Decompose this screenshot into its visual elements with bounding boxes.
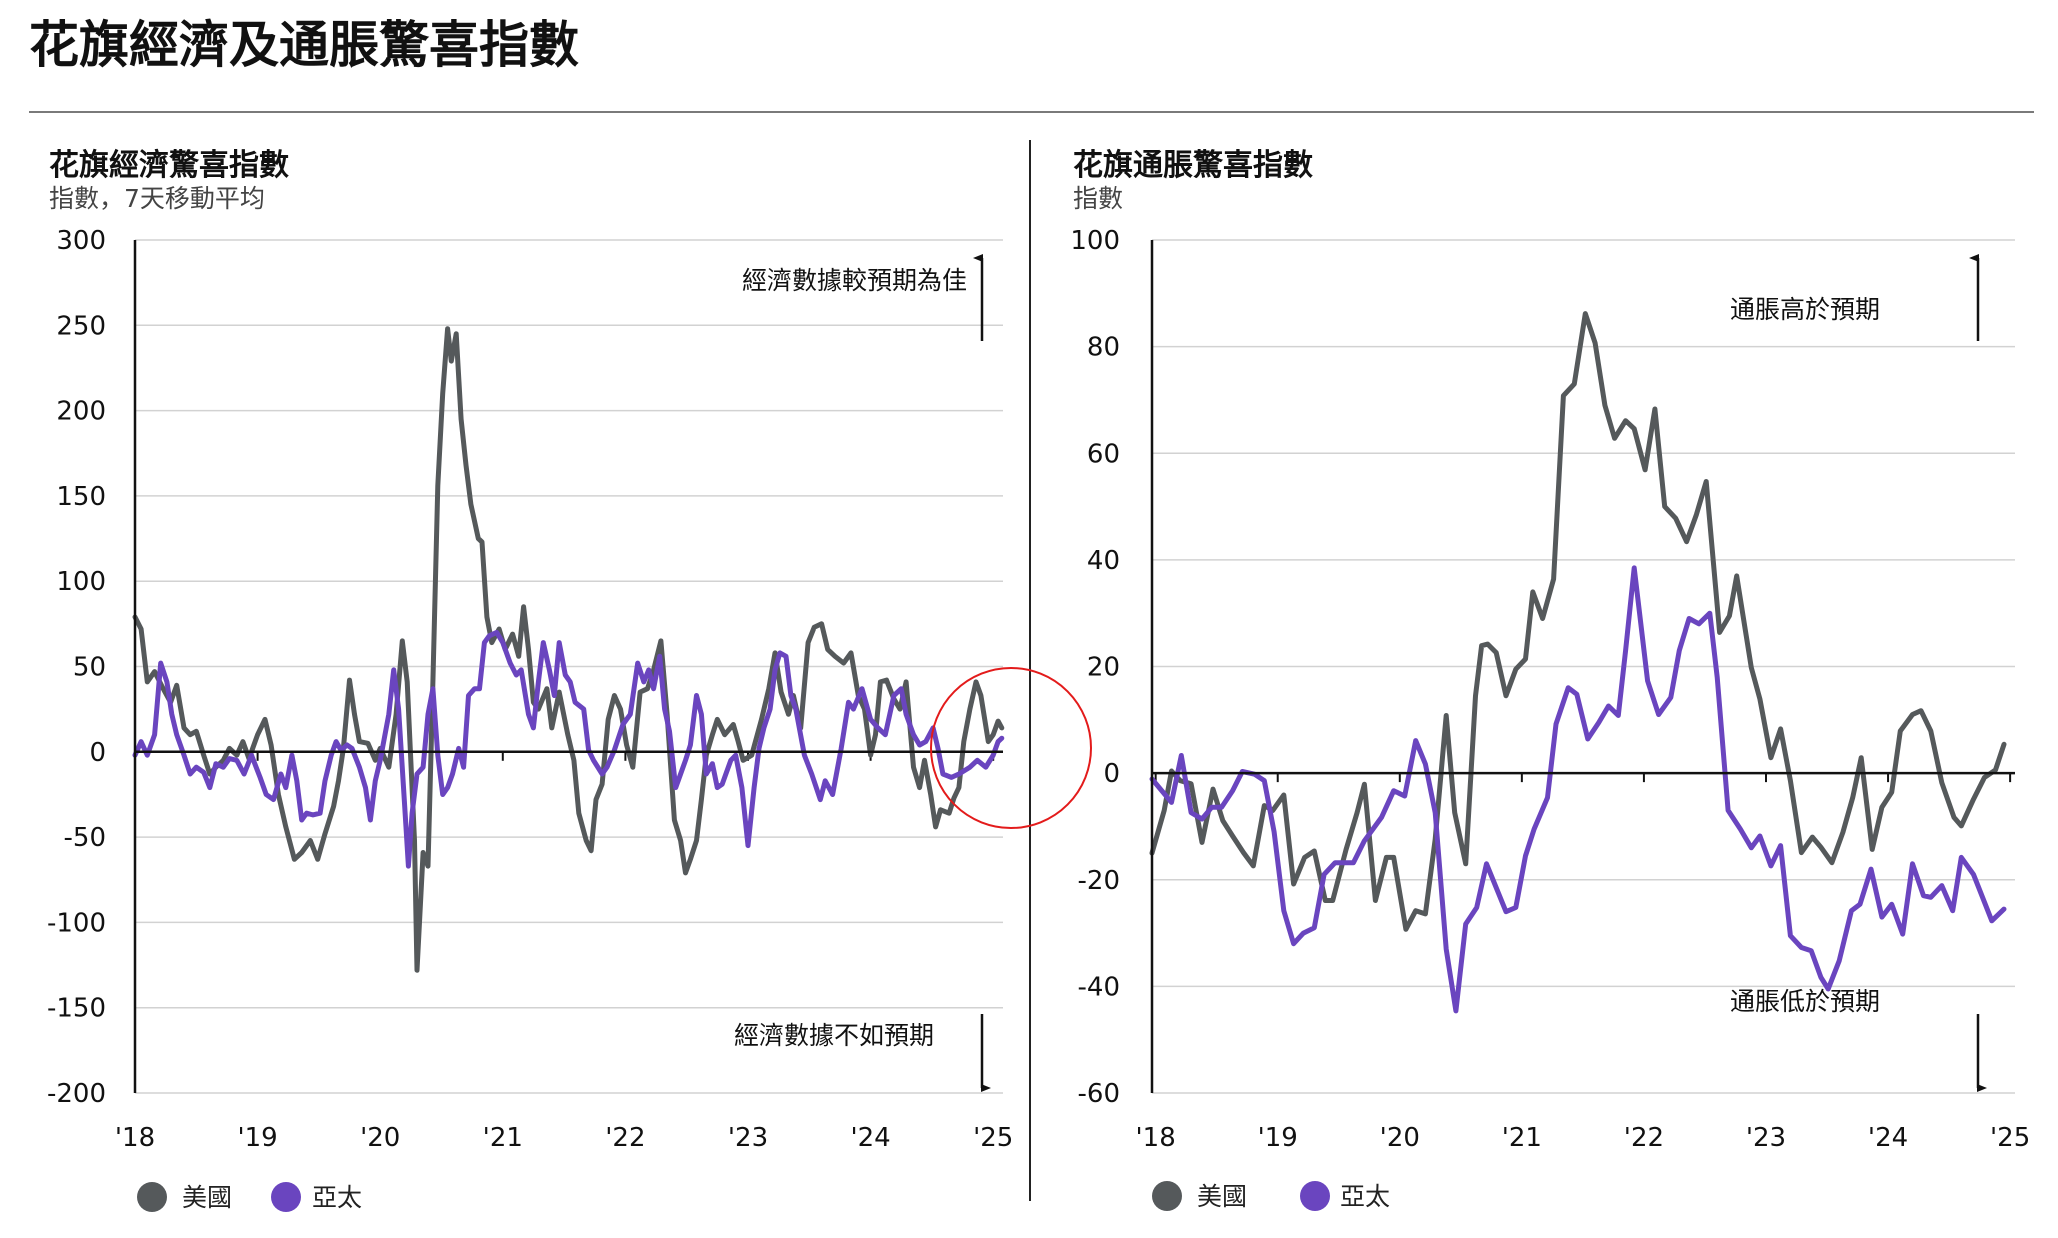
annotation-higher: 通脹高於預期 [1730,295,1880,324]
x-tick-label: '20 [360,1123,400,1153]
y-tick-label: 300 [56,226,106,256]
y-tick-label: -20 [1078,866,1120,896]
x-tick-label: '25 [973,1123,1013,1153]
y-tick-label: 20 [1087,653,1120,683]
annotation-worse: 經濟數據不如預期 [734,1021,934,1050]
legend-asia-label: 亞太 [312,1183,362,1212]
series-line-asia [1149,565,2007,1014]
legend: 美國 亞太 [137,1182,362,1212]
series-line-asia [132,629,1005,869]
x-axis-labels: '18 '19 '20 '21 '22 '23 '24 '25 [1136,773,2030,1153]
grid [135,239,1003,1094]
inflation-surprise-chart: 花旗通脹驚喜指數 指數 100 80 60 40 20 0 -20 -40 -60 '18 '19… [1070,148,2030,1211]
y-axis-labels: 100 80 60 40 20 0 -20 -40 -60 [1070,226,1120,1109]
highlight-circle [930,667,1092,829]
chart-title: 花旗經濟驚喜指數 [49,148,289,183]
y-tick-label: 0 [89,738,106,768]
x-tick-label: '24 [1868,1123,1908,1153]
annotation-lower: 通脹低於預期 [1730,987,1880,1016]
y-tick-label: 0 [1103,759,1120,789]
y-tick-label: 80 [1087,333,1120,363]
x-tick-label: '25 [1990,1123,2030,1153]
legend-us-swatch [137,1182,167,1212]
y-tick-label: -100 [47,908,106,938]
legend: 美國 亞太 [1152,1181,1390,1211]
legend-asia-swatch [1300,1181,1330,1211]
chart-subtitle: 指數 [1073,184,1123,213]
x-tick-label: '23 [728,1123,768,1153]
annotation-better: 經濟數據較預期為佳 [742,266,967,295]
y-tick-label: 100 [1070,226,1120,256]
legend-us-swatch [1152,1181,1182,1211]
y-tick-label: 200 [56,397,106,427]
chart-subtitle: 指數，7天移動平均 [49,184,265,213]
x-tick-label: '20 [1380,1123,1420,1153]
y-axis-labels: 300 250 200 150 100 50 0 -50 -100 -150 -200 [47,226,106,1109]
x-tick-label: '23 [1746,1123,1786,1153]
y-tick-label: 50 [73,653,106,683]
economic-surprise-chart: 花旗經濟驚喜指數 指數，7天移動平均 300 250 200 150 100 50 0 -50… [47,148,1092,1212]
x-tick-label: '24 [850,1123,890,1153]
x-axis-labels: '18 '19 '20 '21 '22 '23 '24 '25 [115,751,1013,1153]
legend-asia-label: 亞太 [1340,1182,1390,1211]
y-tick-label: -50 [64,823,106,853]
series-line-us [132,326,1005,973]
y-tick-label: 100 [56,567,106,597]
legend-us-label: 美國 [182,1183,232,1212]
y-tick-label: -150 [47,994,106,1024]
x-tick-label: '19 [1258,1123,1298,1153]
series-line-us [1149,311,2007,932]
x-tick-label: '18 [1136,1123,1176,1153]
y-tick-label: 60 [1087,439,1120,469]
grid [1152,239,2015,1094]
x-tick-label: '22 [1624,1123,1664,1153]
legend-us-label: 美國 [1197,1182,1247,1211]
y-tick-label: -200 [47,1079,106,1109]
series-lines [1149,240,2015,1093]
x-tick-label: '21 [1502,1123,1542,1153]
x-tick-label: '19 [237,1123,277,1153]
x-tick-label: '18 [115,1123,155,1153]
series-lines [132,240,1005,1093]
x-tick-label: '22 [605,1123,645,1153]
chart-title: 花旗通脹驚喜指數 [1073,148,1313,183]
x-tick-label: '21 [483,1123,523,1153]
y-tick-label: 250 [56,311,106,341]
legend-asia-swatch [271,1182,301,1212]
y-tick-label: 150 [56,482,106,512]
y-tick-label: -60 [1078,1079,1120,1109]
y-tick-label: 40 [1087,546,1120,576]
page-title: 花旗經濟及通脹驚喜指數 [29,16,579,74]
y-tick-label: -40 [1078,972,1120,1002]
